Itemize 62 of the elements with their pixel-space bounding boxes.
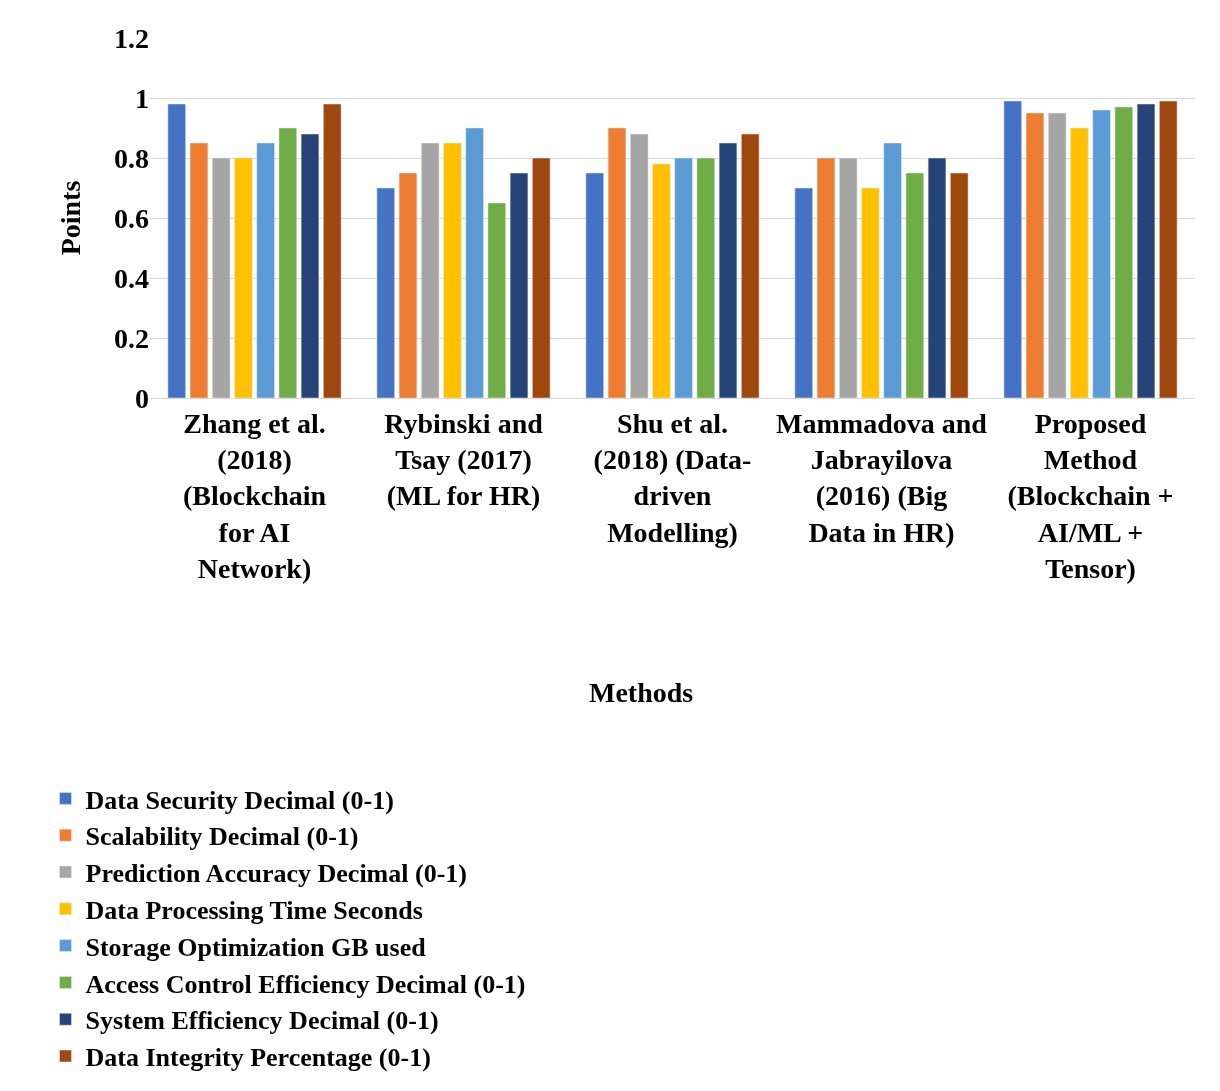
bar <box>212 157 231 398</box>
legend-label: Access Control Efficiency Decimal (0-1) <box>85 969 526 999</box>
bar <box>1159 100 1178 398</box>
bar <box>630 133 649 398</box>
y-tick-label: 0.2 <box>114 322 149 354</box>
bar <box>652 163 671 398</box>
bar <box>1003 100 1022 398</box>
bar <box>883 142 902 398</box>
bar <box>794 187 813 398</box>
legend-label: Storage Optimization GB used <box>85 932 427 962</box>
bar <box>607 127 627 398</box>
bar <box>1092 109 1111 398</box>
bar <box>167 103 186 398</box>
legend-label: Data Integrity Percentage (0-1) <box>85 1043 431 1073</box>
bar <box>234 157 253 398</box>
y-tick-label: 0.4 <box>114 262 149 294</box>
bar <box>741 133 760 398</box>
bar <box>905 172 924 398</box>
bar <box>278 127 297 398</box>
bar <box>1048 112 1067 398</box>
bar <box>398 172 418 398</box>
legend-label: Data Security Decimal (0-1) <box>85 785 394 815</box>
bar <box>718 142 738 398</box>
bar <box>816 157 836 398</box>
bar <box>487 202 506 398</box>
bar <box>256 142 275 398</box>
legend-label: Scalability Decimal (0-1) <box>85 822 359 852</box>
bar <box>323 103 342 398</box>
bar <box>861 187 880 398</box>
bar <box>509 172 529 398</box>
x-tick-label: Mammadova and Jabrayilova (2016) (Big Data in HR) <box>776 407 988 548</box>
bar <box>465 127 484 398</box>
bar <box>1114 106 1133 398</box>
bar <box>1025 112 1045 398</box>
y-tick-label: 1 <box>135 82 149 114</box>
bar <box>376 187 395 398</box>
bar <box>421 142 440 398</box>
y-tick-label: 1.2 <box>114 22 149 54</box>
legend-label: System Efficiency Decimal (0-1) <box>85 1006 439 1036</box>
bar <box>532 157 551 398</box>
bar <box>1136 103 1156 398</box>
y-tick-label: 0.8 <box>114 142 149 174</box>
bar <box>950 172 969 398</box>
bar <box>189 142 209 398</box>
x-tick-label: Shu et al. (2018) (Data-driven Modelling) <box>593 407 752 548</box>
y-axis-title: Points <box>54 180 86 256</box>
legend-label: Prediction Accuracy Decimal (0-1) <box>85 859 467 889</box>
bar <box>839 157 858 398</box>
x-tick-label: Zhang et al. (2018) (Blockchain for AI Network) <box>182 407 327 585</box>
x-axis-title: Methods <box>589 677 694 708</box>
bar <box>1070 127 1089 398</box>
y-tick-label: 0 <box>135 382 149 414</box>
y-tick-label: 0.6 <box>114 202 149 234</box>
x-tick-label: Rybinski and Tsay (2017) (ML for HR) <box>384 407 544 512</box>
bar <box>927 157 947 398</box>
legend-label: Data Processing Time Seconds <box>85 895 423 925</box>
bar <box>300 133 320 398</box>
x-tick-label: Proposed Method (Blockchain + AI/ML + Tensor) <box>1007 407 1174 585</box>
bar <box>674 157 693 398</box>
bar <box>443 142 462 398</box>
bar <box>696 157 715 398</box>
bar <box>585 172 604 398</box>
